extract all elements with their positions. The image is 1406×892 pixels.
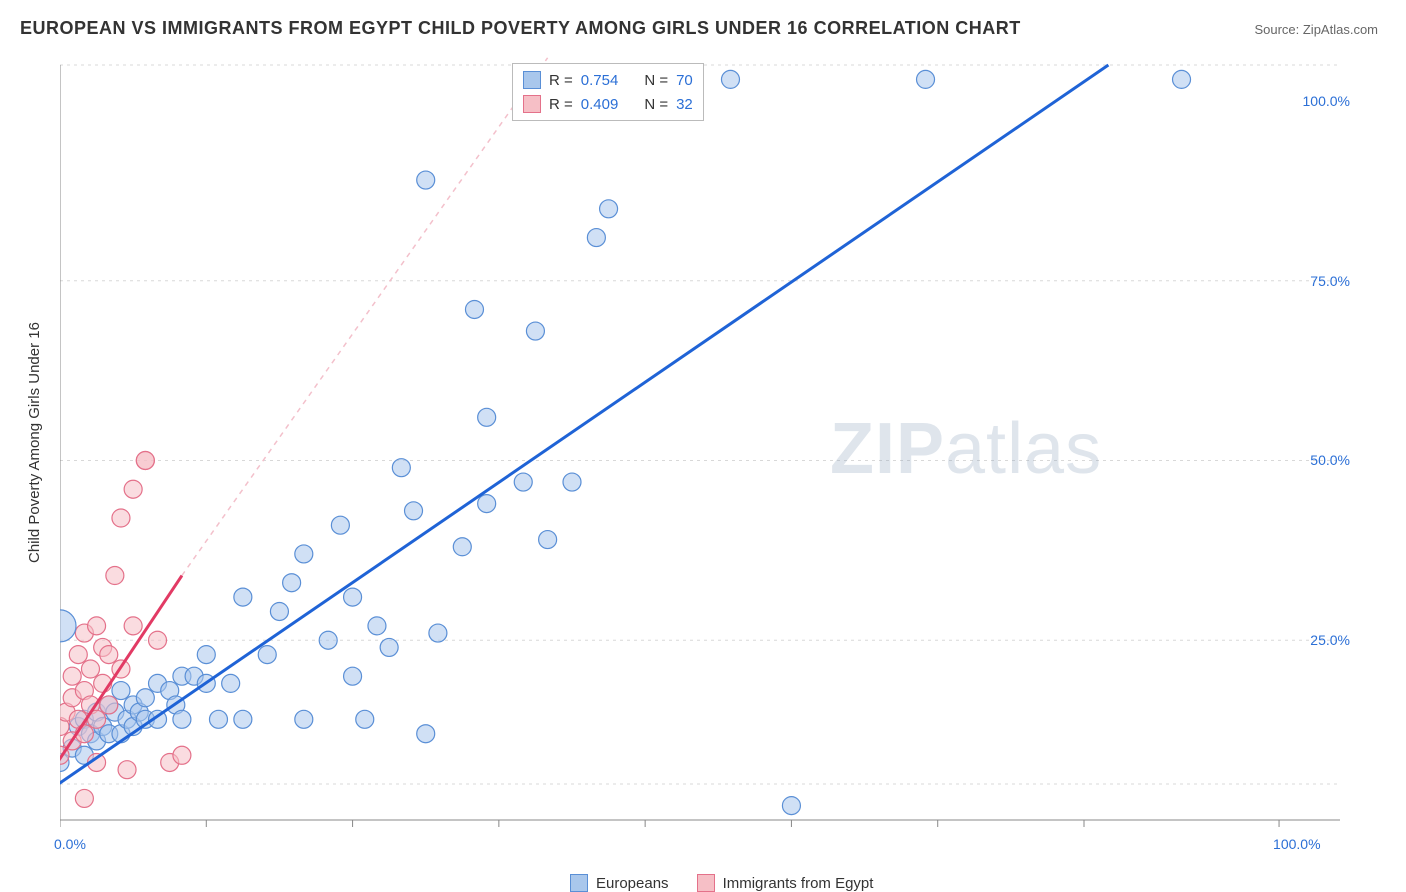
legend-label: Europeans xyxy=(596,875,669,892)
y-tick-label: 50.0% xyxy=(1310,452,1350,468)
legend-label: Immigrants from Egypt xyxy=(723,875,874,892)
correlation-legend: R = 0.754 N = 70 R = 0.409 N = 32 xyxy=(512,63,704,121)
source-label: Source: ZipAtlas.com xyxy=(1254,22,1378,37)
x-tick-label: 0.0% xyxy=(54,836,86,852)
y-tick-label: 75.0% xyxy=(1310,273,1350,289)
chart-area: ZIPatlas R =0.754N =70R =0.409N =32 Euro… xyxy=(60,50,1380,840)
legend-n-value: 70 xyxy=(676,72,693,89)
legend-n-label: N = xyxy=(644,72,668,89)
series-legend: Europeans Immigrants from Egypt xyxy=(570,874,873,892)
legend-swatch xyxy=(697,874,715,892)
legend-n-value: 32 xyxy=(676,96,693,113)
legend-n-label: N = xyxy=(644,96,668,113)
legend-row: R = 0.409 N = 32 xyxy=(523,92,693,116)
legend-r-value: 0.409 xyxy=(581,96,619,113)
legend-row: R = 0.754 N = 70 xyxy=(523,68,693,92)
legend-item: Europeans xyxy=(570,874,669,892)
scatter-plot xyxy=(60,50,1380,890)
chart-title: EUROPEAN VS IMMIGRANTS FROM EGYPT CHILD … xyxy=(20,18,1021,39)
legend-r-label: R = xyxy=(549,96,573,113)
legend-r-value: 0.754 xyxy=(581,72,619,89)
legend-swatch xyxy=(570,874,588,892)
legend-item: Immigrants from Egypt xyxy=(697,874,874,892)
y-tick-label: 100.0% xyxy=(1303,93,1350,109)
legend-swatch xyxy=(523,95,541,113)
legend-r-label: R = xyxy=(549,72,573,89)
legend-swatch xyxy=(523,71,541,89)
y-axis-label: Child Poverty Among Girls Under 16 xyxy=(26,322,43,563)
y-tick-label: 25.0% xyxy=(1310,632,1350,648)
x-tick-label: 100.0% xyxy=(1273,836,1320,852)
